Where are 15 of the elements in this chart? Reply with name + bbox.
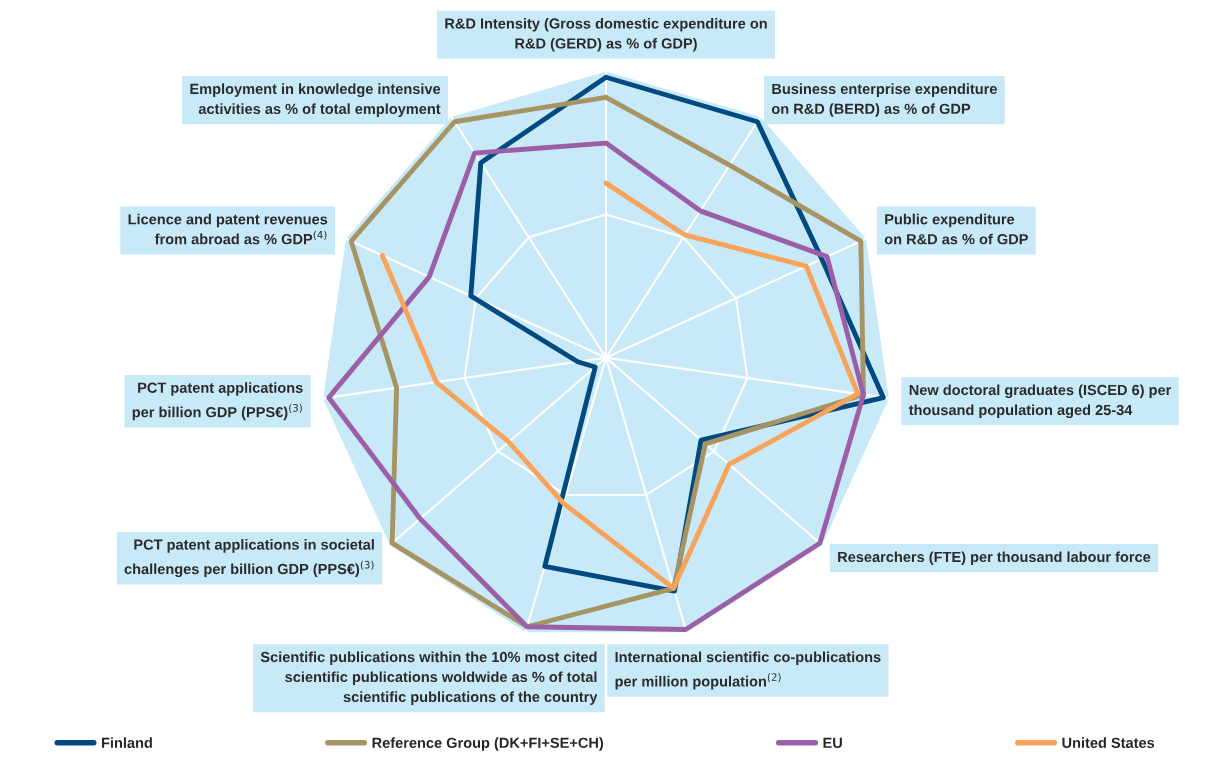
- spoke-label: Researchers (FTE) per thousand labour force: [838, 551, 1151, 565]
- spoke-label: Licence and patent revenues from abroad as % GDP$^{(4)}$: [128, 213, 328, 245]
- legend-label: EU: [823, 737, 842, 748]
- spoke-label: Business enterprise expenditure on R&D (BERD) as % of GDP: [771, 83, 997, 117]
- spoke-label: PCT patent applications per billion GDP (PPS€)$^{(3)}$: [132, 382, 303, 421]
- spoke-label: PCT patent applications in societal challenges per billion GDP (PPS€)$^{(3)}$: [124, 539, 374, 578]
- legend-label: Reference Group (DK+FI+SE+CH): [372, 737, 604, 751]
- spoke-label: Employment in knowledge intensive activities as % of total employment: [190, 83, 441, 117]
- spoke-label: New doctoral graduates (ISCED 6) per thousand population aged 25-34: [908, 384, 1172, 419]
- spoke-label: Scientific publications within the 10% most cited scientific publications woldwide as % of total scientific publications of the country: [260, 651, 598, 705]
- spoke-label: R&D Intensity (Gross domestic expenditure on R&D (GERD) as % of GDP): [445, 17, 767, 52]
- legend-label: United States: [1062, 737, 1155, 748]
- spoke-label: Public expenditure on R&D as % of GDP: [884, 213, 1028, 245]
- legend-label: Finland: [102, 737, 152, 748]
- spoke-label: International scientific co-publications per million population$^{(2)}$: [615, 651, 881, 690]
